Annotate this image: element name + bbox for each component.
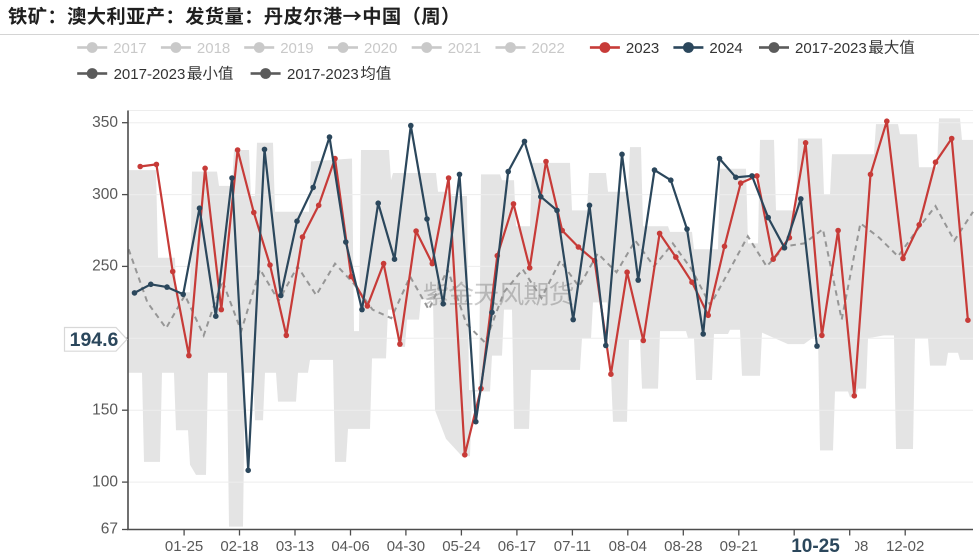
svg-text:04-30: 04-30 [387,538,425,555]
svg-text:01-25: 01-25 [165,538,203,555]
svg-text:05-24: 05-24 [442,538,480,555]
svg-text:02-18: 02-18 [220,538,258,555]
svg-text:09-21: 09-21 [720,538,758,555]
svg-text:100: 100 [92,473,118,490]
svg-text:2017: 2017 [113,40,146,57]
svg-text:06-17: 06-17 [498,538,536,555]
svg-text:2022: 2022 [532,40,565,57]
svg-text:2024: 2024 [709,40,742,57]
svg-text:04-06: 04-06 [331,538,369,555]
svg-text:150: 150 [92,401,118,418]
svg-text:12-02: 12-02 [886,538,924,555]
svg-text:2023: 2023 [626,40,659,57]
svg-text:10-25: 10-25 [791,536,840,557]
svg-text:2020: 2020 [364,40,397,57]
svg-text:07-11: 07-11 [554,538,591,555]
svg-text:250: 250 [92,258,118,275]
svg-text:2017-2023: 2017-2023 [795,40,867,57]
svg-text:2019: 2019 [280,40,313,57]
svg-text:2018: 2018 [197,40,230,57]
svg-text:194.6: 194.6 [70,329,119,351]
svg-text:2017-2023: 2017-2023 [114,66,186,83]
svg-text:08-04: 08-04 [609,538,647,555]
svg-text:08-28: 08-28 [664,538,702,555]
svg-text:2021: 2021 [448,40,481,57]
svg-text:300: 300 [92,186,118,203]
svg-text:67: 67 [101,521,118,538]
svg-text:2017-2023: 2017-2023 [287,66,359,83]
svg-text:03-13: 03-13 [276,538,314,555]
svg-text:350: 350 [92,114,118,131]
